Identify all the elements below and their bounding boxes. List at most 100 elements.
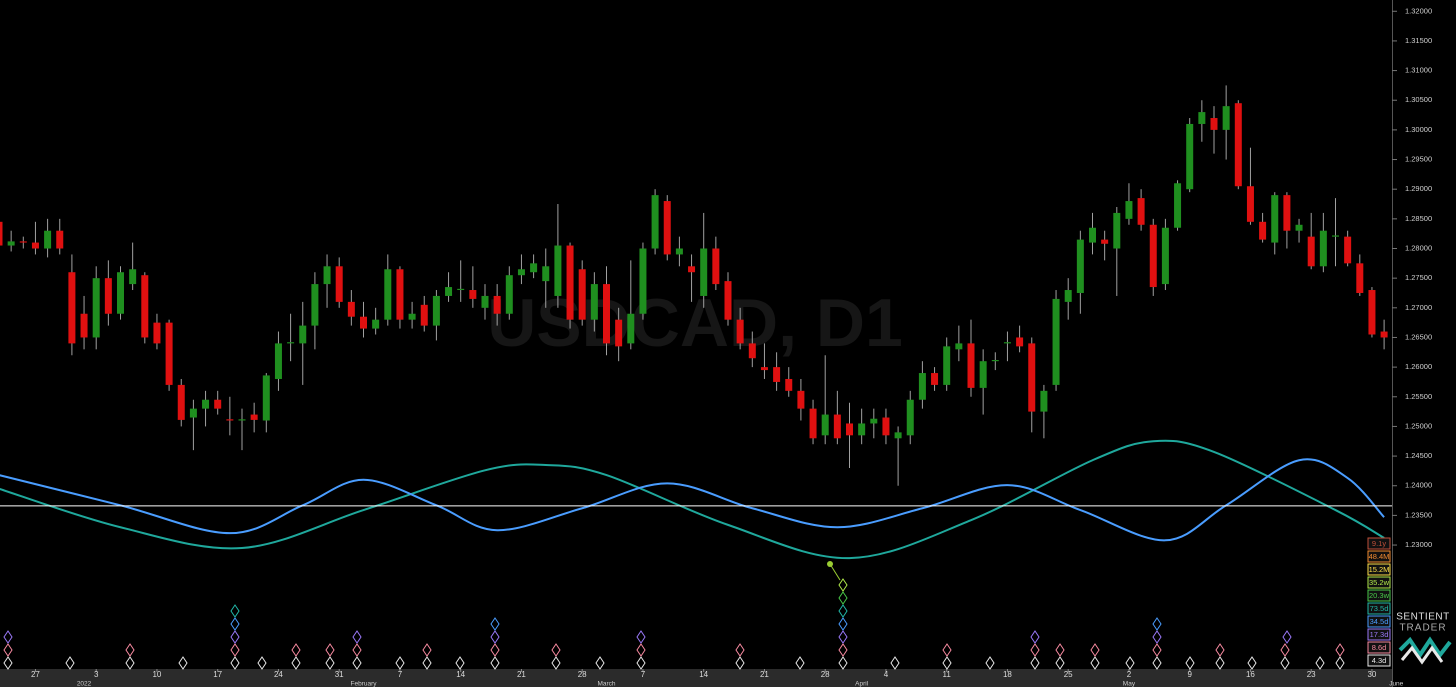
candle-body (262, 375, 270, 421)
candle-body (1149, 224, 1157, 288)
y-tick-label: 1.27500 (1405, 273, 1432, 282)
x-tick-label: 17 (213, 670, 222, 679)
candle-body (1210, 118, 1218, 130)
candle-body (19, 241, 27, 243)
cycle-legend-box (1367, 563, 1391, 576)
candle-body (202, 399, 210, 409)
candle-body (603, 284, 610, 344)
cycle-diamond (230, 630, 240, 644)
candle-body (1003, 342, 1011, 344)
y-tick-label: 1.24500 (1405, 451, 1432, 460)
candle-body (274, 343, 282, 379)
candle-body (1174, 183, 1182, 228)
cycle-diamond (422, 656, 432, 670)
candle-body (360, 316, 367, 329)
cycle-diamond (257, 656, 267, 670)
candle-body (165, 322, 173, 385)
cycle-legend-box (1367, 602, 1391, 615)
candle-body (1052, 298, 1060, 385)
cycle-legend-box (1367, 550, 1391, 563)
candle-body (7, 241, 15, 246)
candle-body (1380, 331, 1388, 338)
cycle-diamond (838, 630, 848, 644)
candle-body (177, 384, 185, 420)
cycle-legend-box (1367, 641, 1391, 654)
y-tick-label: 1.23000 (1405, 540, 1432, 549)
cycle-legend-box (1367, 576, 1391, 589)
y-tick-label: 1.26000 (1405, 362, 1432, 371)
x-tick-label: 4 (884, 670, 889, 679)
candle-body (943, 346, 951, 385)
candle-body (1125, 201, 1133, 219)
y-tick-label: 1.31000 (1405, 66, 1432, 75)
cycle-diamond (3, 630, 13, 644)
cycle-diamond (1030, 656, 1040, 670)
y-tick-label: 1.23500 (1405, 510, 1432, 519)
candle-body (979, 361, 987, 388)
cycle-diamond (985, 656, 995, 670)
candle-body (92, 278, 100, 338)
cycle-diamond (735, 643, 745, 657)
candle-body (1076, 239, 1084, 293)
cycle-diamond (838, 591, 848, 605)
cycle-diamond (291, 656, 301, 670)
x-axis-strip (0, 669, 1392, 687)
month-label: 2022 (77, 681, 92, 687)
cycle-diamond (422, 643, 432, 657)
candle-body (1234, 103, 1242, 187)
cycle-diamond (1280, 643, 1290, 657)
candle-body (457, 288, 465, 291)
candle-body (104, 278, 112, 314)
candle-body (335, 266, 343, 302)
candle-body (615, 319, 623, 347)
candle-body (809, 408, 817, 439)
candle-body (760, 367, 768, 371)
candle-body (287, 342, 295, 344)
month-label: March (597, 681, 615, 687)
y-tick-label: 1.25500 (1405, 392, 1432, 401)
y-tick-label: 1.32000 (1405, 6, 1432, 15)
candle-body (894, 432, 902, 439)
y-tick-label: 1.27000 (1405, 303, 1432, 312)
cycle-diamond (551, 643, 561, 657)
candle-body (129, 269, 137, 285)
cycle-diamond (1152, 617, 1162, 631)
candle-body (931, 373, 939, 385)
candle-body (700, 248, 708, 296)
candle-body (238, 419, 246, 421)
cycle-diamond (230, 617, 240, 631)
cycle-diamond (352, 643, 362, 657)
logo-line1: SENTIENT (1396, 612, 1449, 623)
candle-body (517, 269, 525, 276)
cycle-wave (0, 458, 1385, 542)
cycle-diamond (490, 656, 500, 670)
y-tick-label: 1.30500 (1405, 95, 1432, 104)
y-tick-label: 1.24000 (1405, 481, 1432, 490)
y-tick-label: 1.29500 (1405, 155, 1432, 164)
cycle-legend-label: 4.3d (1372, 656, 1387, 665)
cycle-diamond (838, 617, 848, 631)
cycle-diamond (455, 656, 465, 670)
candle-body (578, 269, 586, 320)
cycle-legend-label: 17.3d (1370, 630, 1389, 639)
candle-body (1101, 239, 1109, 244)
x-tick-label: 23 (1307, 670, 1316, 679)
candle-body (1356, 263, 1364, 293)
marker-line (829, 563, 841, 581)
cycle-diamond (1185, 656, 1195, 670)
cycle-legend-box (1367, 628, 1391, 641)
candle-body (1028, 343, 1036, 412)
candle-body (469, 290, 477, 299)
cycle-diamond (838, 604, 848, 618)
logo-line2: TRADER (1399, 623, 1446, 634)
cycle-legend-box (1367, 537, 1391, 550)
cycle-diamond (1090, 656, 1100, 670)
candle-body (1222, 106, 1230, 130)
cycle-diamond (1055, 656, 1065, 670)
y-tick-label: 1.30000 (1405, 125, 1432, 134)
x-tick-label: 31 (335, 670, 344, 679)
candle-body (797, 390, 805, 409)
candle-body (1259, 221, 1267, 240)
y-tick-label: 1.26500 (1405, 332, 1432, 341)
